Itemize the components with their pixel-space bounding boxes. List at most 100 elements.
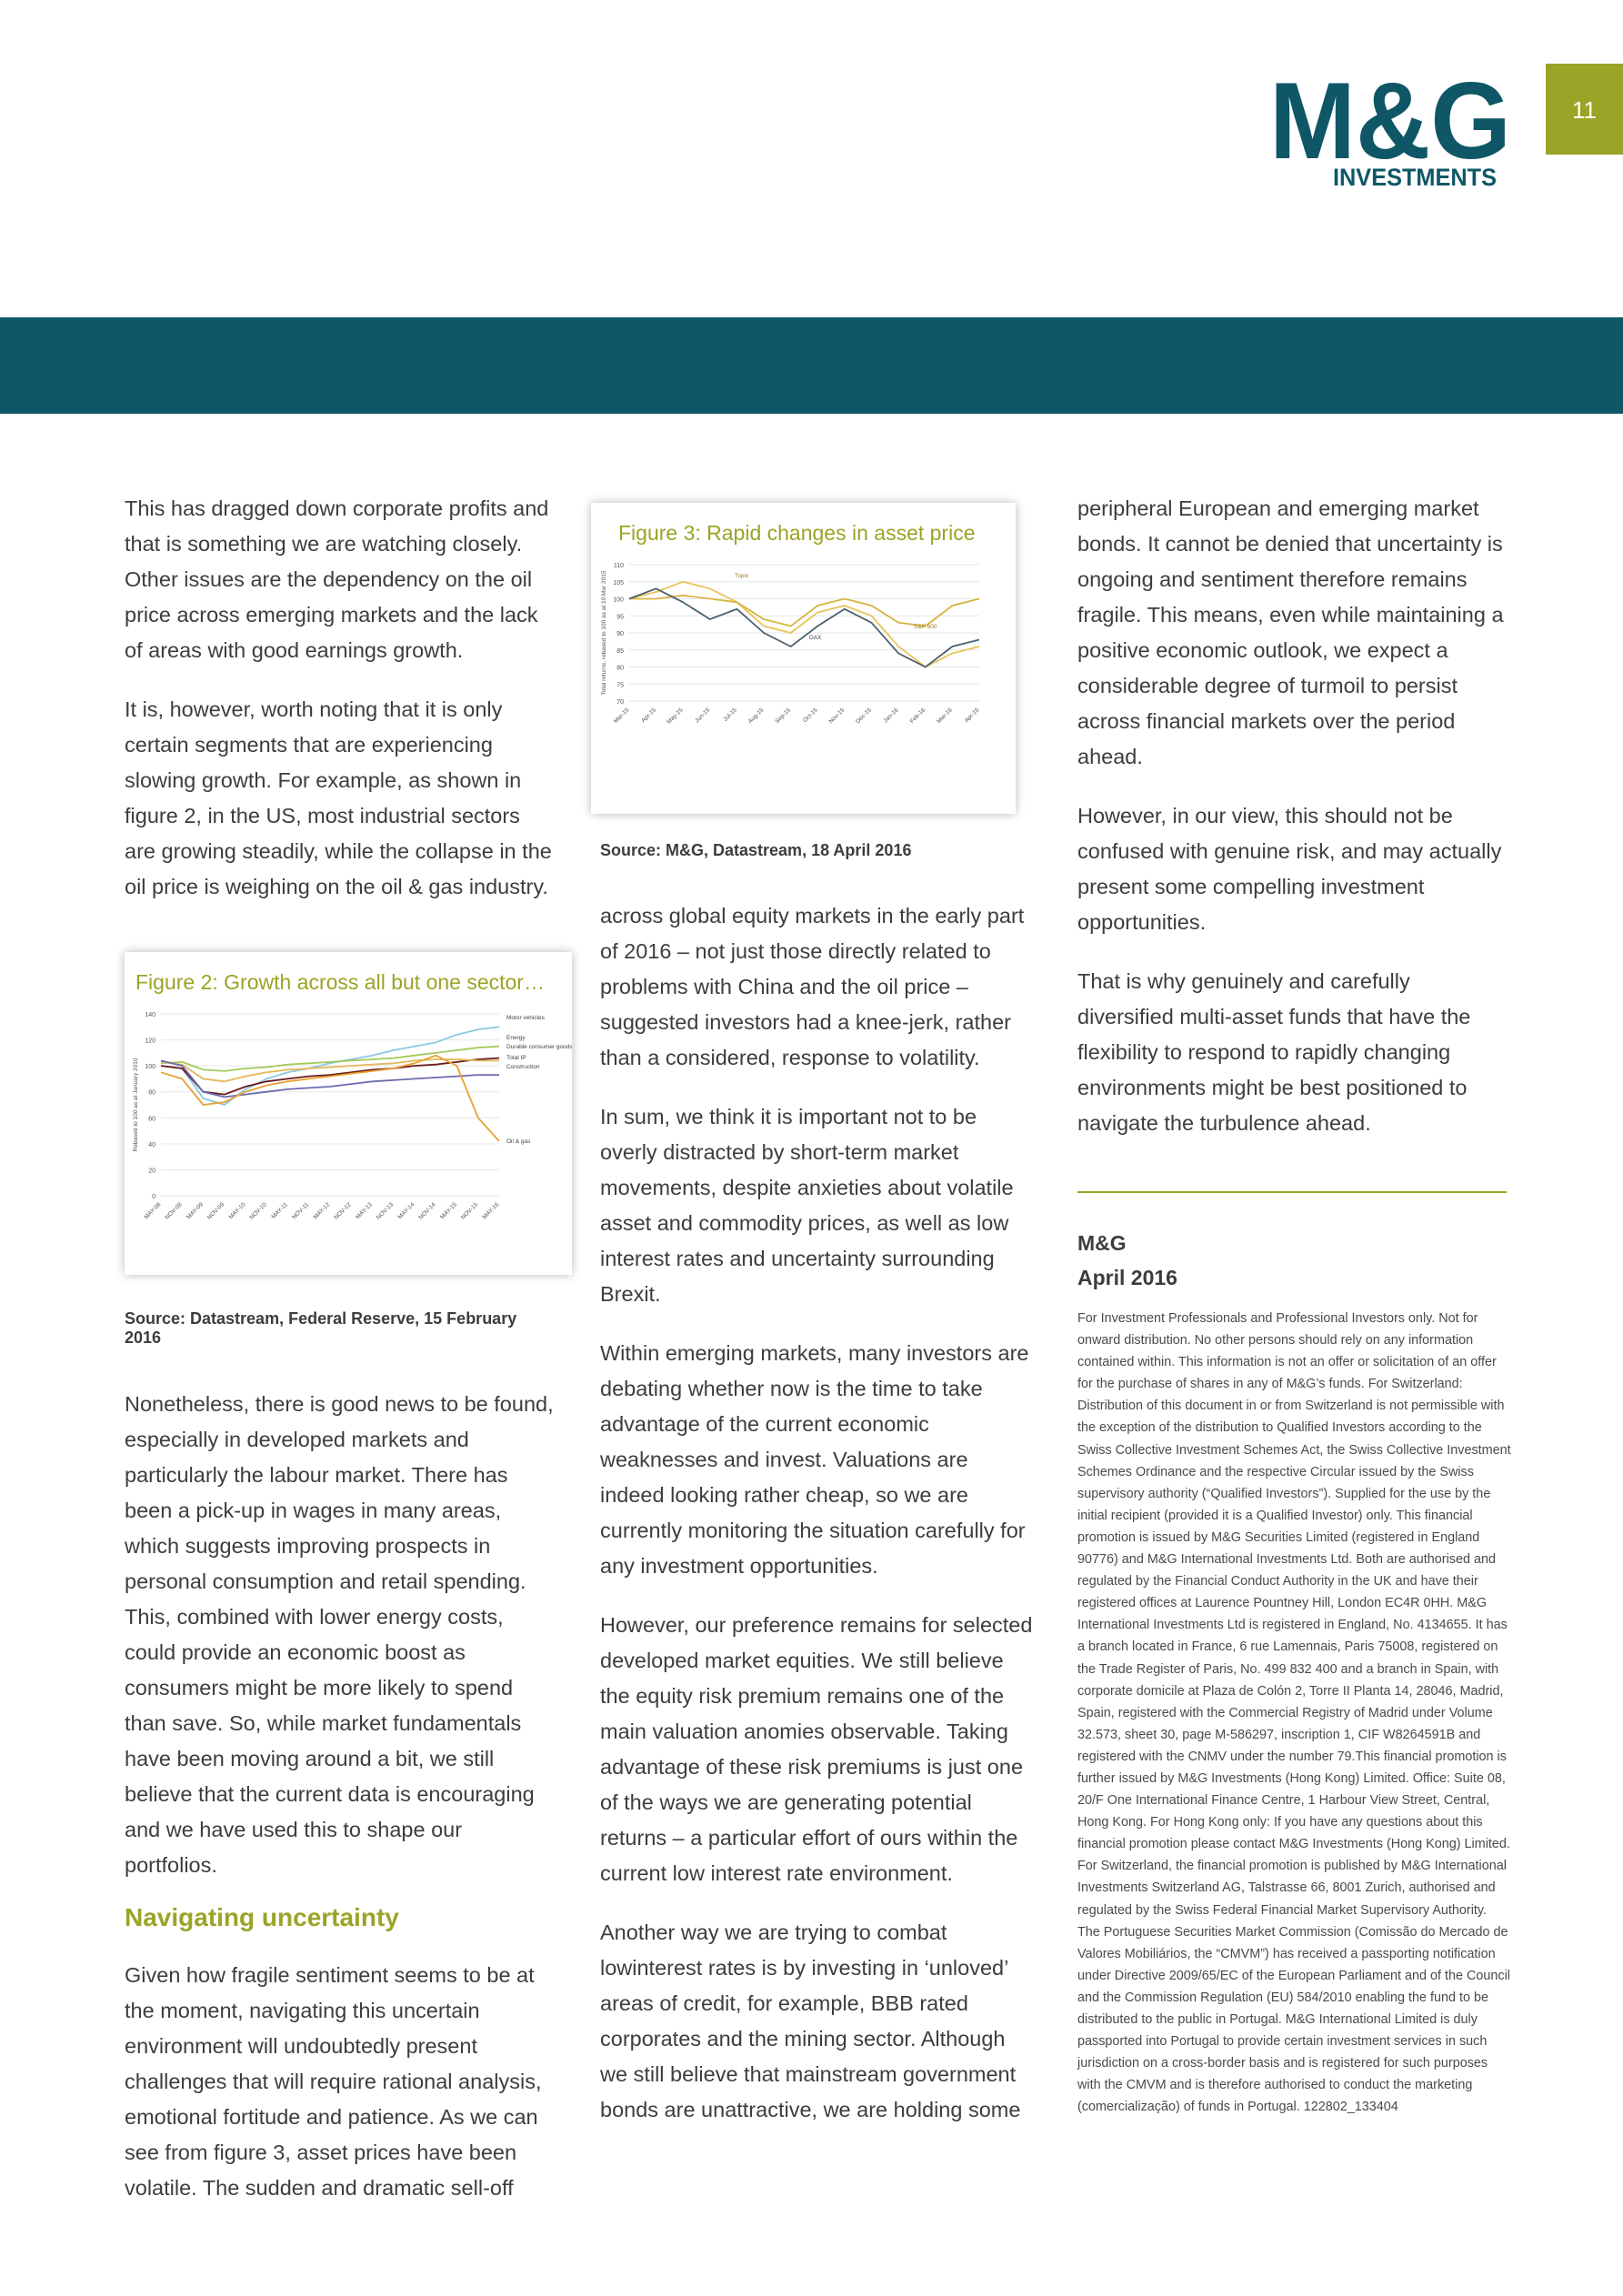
y-tick-label: 0 [152,1194,155,1200]
y-tick-label: 20 [148,1168,155,1174]
x-tick-label: Nov-15 [828,707,847,725]
x-tick-label: Jan-16 [883,707,900,724]
figure-2: Figure 2: Growth across all but one sect… [125,952,572,1275]
col3-paragraph-3: That is why genuinely and carefully dive… [1077,969,1471,1135]
x-tick-label: NOV-14 [417,1201,437,1221]
x-tick-label: NOV-09 [206,1201,226,1221]
y-tick-label: 140 [145,1012,155,1018]
x-tick-label: Apr-15 [640,707,657,724]
col1-paragraph-3: Nonetheless, there is good news to be fo… [125,1392,554,1877]
x-tick-label: Aug-15 [747,707,766,725]
y-tick-label: 90 [616,631,624,637]
col2-paragraph-2: In sum, we think it is important not to … [600,1105,1014,1306]
page-number-box: 11 [1546,64,1623,155]
y-tick-label: 85 [616,648,624,655]
series-line-dax [628,587,980,668]
column-3: peripheral European and emerging market … [1077,491,1511,2118]
x-tick-label: NOV-15 [460,1201,480,1221]
series-label: Total IP [506,1055,526,1061]
y-tick-label: 100 [613,597,624,604]
section-heading-navigating-uncertainty: Navigating uncertainty [125,1903,399,1931]
y-tick-label: 75 [616,682,624,688]
y-tick-label: 70 [616,699,624,706]
col2-paragraph-3: Within emerging markets, many investors … [600,1341,1029,1578]
y-tick-label: 100 [145,1064,155,1070]
x-tick-label: MAY-11 [270,1201,289,1220]
x-tick-label: Mar-15 [613,707,631,725]
y-tick-label: 80 [148,1090,155,1097]
series-label: DAX [809,635,822,641]
series-label: Oil & gas [506,1138,531,1145]
column-1: This has dragged down corporate profits … [125,491,572,2206]
x-tick-label: Jul-15 [722,707,738,723]
col1-paragraph-4: Given how fragile sentiment seems to be … [125,1963,542,2200]
series-label: Durable consumer goods [506,1044,572,1050]
x-tick-label: Apr-16 [964,707,981,724]
x-tick-label: Mar-16 [936,707,954,725]
x-tick-label: NOV-12 [333,1201,353,1221]
series-label: S&P 500 [914,624,937,630]
y-tick-label: 120 [145,1038,155,1045]
legal-disclaimer: For Investment Professionals and Profess… [1077,1311,1511,2115]
series-label: Energy [506,1035,526,1041]
x-tick-label: Dec-15 [855,707,873,725]
column-2: Figure 3: Rapid changes in asset price 7… [591,503,1037,2128]
y-tick-label: 60 [148,1116,155,1122]
col2-paragraph-5: Another way we are trying to combat lowi… [600,1920,1021,2121]
col1-paragraph-1: This has dragged down corporate profits … [125,496,549,662]
x-tick-label: Feb-16 [909,707,927,725]
figure-3-title: Figure 3: Rapid changes in asset price [618,521,976,545]
x-tick-label: MAY-16 [482,1201,501,1220]
x-tick-label: NOV-13 [376,1201,396,1221]
x-tick-label: MAY-13 [355,1201,374,1220]
y-tick-label: 110 [614,563,624,569]
x-tick-label: MAY-08 [144,1201,163,1220]
col2-paragraph-1: across global equity markets in the earl… [600,904,1025,1069]
y-tick-label: 80 [616,666,624,672]
logo-mg-text: M&G [1269,64,1511,182]
signature-date: April 2016 [1077,1266,1177,1289]
series-line-durable-consumer-goods [160,1057,500,1096]
series-label: Motor vehicles [506,1015,546,1021]
col2-paragraph-4: However, our preference remains for sele… [600,1613,1033,1885]
x-tick-label: MAY-15 [439,1201,458,1220]
signature-name: M&G [1077,1231,1127,1255]
col3-paragraph-2: However, in our view, this should not be… [1077,804,1502,934]
x-tick-label: Sep-15 [774,707,792,725]
series-label: Construction [506,1064,540,1070]
y-tick-label: 105 [613,580,624,587]
mg-investments-logo: M&G INVESTMENTS [1269,64,1515,191]
series-line-oil-gas [160,1054,500,1142]
x-tick-label: MAY-10 [228,1201,247,1220]
header-band [0,317,1623,414]
y-axis-label: Total returns, rebased to 100 as at 10 M… [601,570,607,695]
x-tick-label: MAY-12 [313,1201,332,1220]
series-line-construction [160,1059,499,1098]
x-tick-label: NOV-10 [248,1201,268,1221]
x-tick-label: NOV-11 [291,1201,310,1220]
divider-rule [1077,1191,1507,1193]
col3-paragraph-1: peripheral European and emerging market … [1077,496,1504,768]
figure-3: Figure 3: Rapid changes in asset price 7… [591,503,1016,814]
x-tick-label: MAY-09 [185,1201,205,1220]
x-tick-label: May-15 [666,707,685,726]
x-tick-label: Oct-15 [802,707,819,724]
x-tick-label: NOV-08 [164,1201,184,1221]
y-tick-label: 40 [148,1142,155,1148]
logo-investments-text: INVESTMENTS [1333,164,1497,191]
series-line-energy [160,1045,500,1072]
col1-paragraph-2: It is, however, worth noting that it is … [125,697,552,898]
figure-2-source: Source: Datastream, Federal Reserve, 15 … [125,1309,517,1347]
page-number: 11 [1572,96,1597,124]
x-tick-label: MAY-14 [397,1201,416,1220]
y-axis-label: Rebased to 100 as at January 2010 [133,1058,139,1151]
figure-3-source: Source: M&G, Datastream, 18 April 2016 [600,841,912,859]
figure-2-title: Figure 2: Growth across all but one sect… [135,970,545,994]
figure-3-chart: 70 75 80 85 90 95 100 105 110 Mar-15 Apr-15 May-15 J… [601,563,981,726]
series-label: Topix [735,573,749,579]
series-line-topix [628,580,980,668]
series-line-s-p-500 [629,594,980,627]
y-tick-label: 95 [616,614,624,620]
x-tick-label: Jun-15 [694,707,711,724]
